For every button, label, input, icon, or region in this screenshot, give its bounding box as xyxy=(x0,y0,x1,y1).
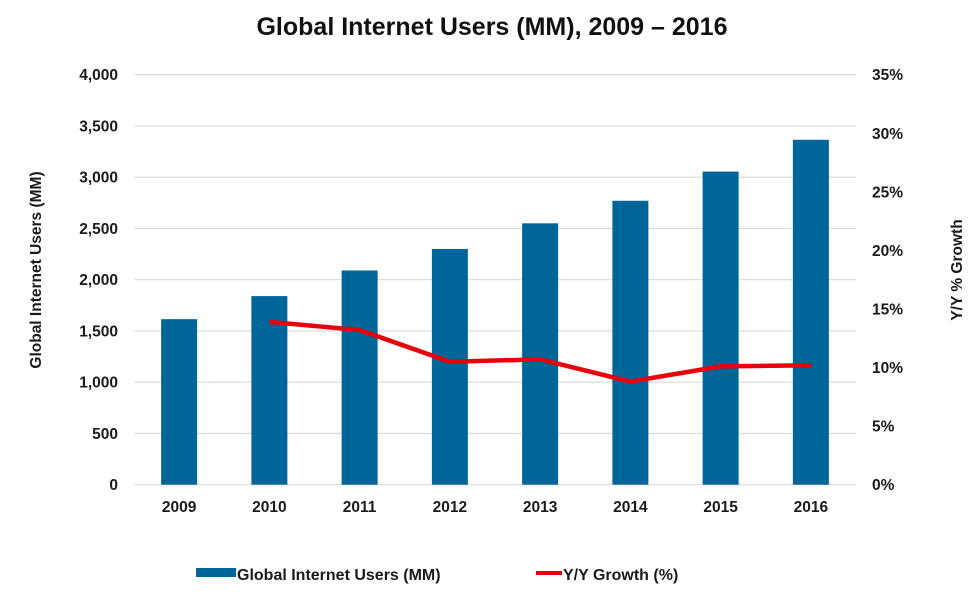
bar-2015 xyxy=(702,171,739,485)
right-tick-label: 10% xyxy=(872,360,903,377)
left-tick-label: 0 xyxy=(109,477,118,494)
legend-label-users: Global Internet Users (MM) xyxy=(237,567,441,584)
left-tick-label: 2,500 xyxy=(79,221,118,238)
x-tick-label: 2012 xyxy=(433,499,467,516)
legend: Global Internet Users (MM) Y/Y Growth (%… xyxy=(196,567,678,584)
x-tick-label: 2009 xyxy=(162,499,197,516)
chart-title: Global Internet Users (MM), 2009 – 2016 xyxy=(256,13,727,41)
left-tick-label: 500 xyxy=(92,426,118,443)
left-axis-title: Global Internet Users (MM) xyxy=(28,171,45,368)
left-tick-label: 3,000 xyxy=(79,170,118,187)
bar-series xyxy=(161,139,829,485)
x-tick-label: 2011 xyxy=(343,499,377,516)
right-tick-label: 0% xyxy=(872,477,895,494)
left-tick-label: 4,000 xyxy=(79,67,118,84)
legend-swatch-users xyxy=(196,568,236,577)
bar-2016 xyxy=(792,139,829,485)
bar-2014 xyxy=(612,200,649,485)
x-tick-label: 2016 xyxy=(794,499,829,516)
x-axis-ticks: 2009 2010 2011 2012 2013 2014 2015 2016 xyxy=(162,499,829,516)
x-tick-label: 2014 xyxy=(613,499,648,516)
bar-2010 xyxy=(251,296,288,485)
left-tick-label: 1,500 xyxy=(79,323,118,340)
right-tick-label: 20% xyxy=(872,243,903,260)
right-tick-label: 30% xyxy=(872,126,903,143)
left-tick-label: 1,000 xyxy=(79,375,118,392)
line-series xyxy=(269,319,811,384)
x-tick-label: 2010 xyxy=(252,499,286,516)
bar-2012 xyxy=(431,248,468,485)
bar-2013 xyxy=(522,223,559,485)
right-tick-label: 15% xyxy=(872,301,903,318)
x-tick-label: 2015 xyxy=(703,499,738,516)
right-tick-label: 5% xyxy=(872,419,895,436)
right-axis-title: Y/Y % Growth xyxy=(949,219,966,320)
left-axis-ticks: 0 500 1,000 1,500 2,000 2,500 3,000 3,500 4,000 xyxy=(79,67,118,494)
gridlines xyxy=(134,74,856,486)
right-tick-label: 35% xyxy=(872,67,903,84)
legend-label-growth: Y/Y Growth (%) xyxy=(563,567,678,584)
bar-2009 xyxy=(161,319,198,485)
left-tick-label: 2,000 xyxy=(79,272,118,289)
right-tick-label: 25% xyxy=(872,184,903,201)
x-tick-label: 2013 xyxy=(523,499,558,516)
right-axis-ticks: 0% 5% 10% 15% 20% 25% 30% 35% xyxy=(872,67,903,494)
left-tick-label: 3,500 xyxy=(79,118,118,135)
bar-2011 xyxy=(341,270,378,485)
